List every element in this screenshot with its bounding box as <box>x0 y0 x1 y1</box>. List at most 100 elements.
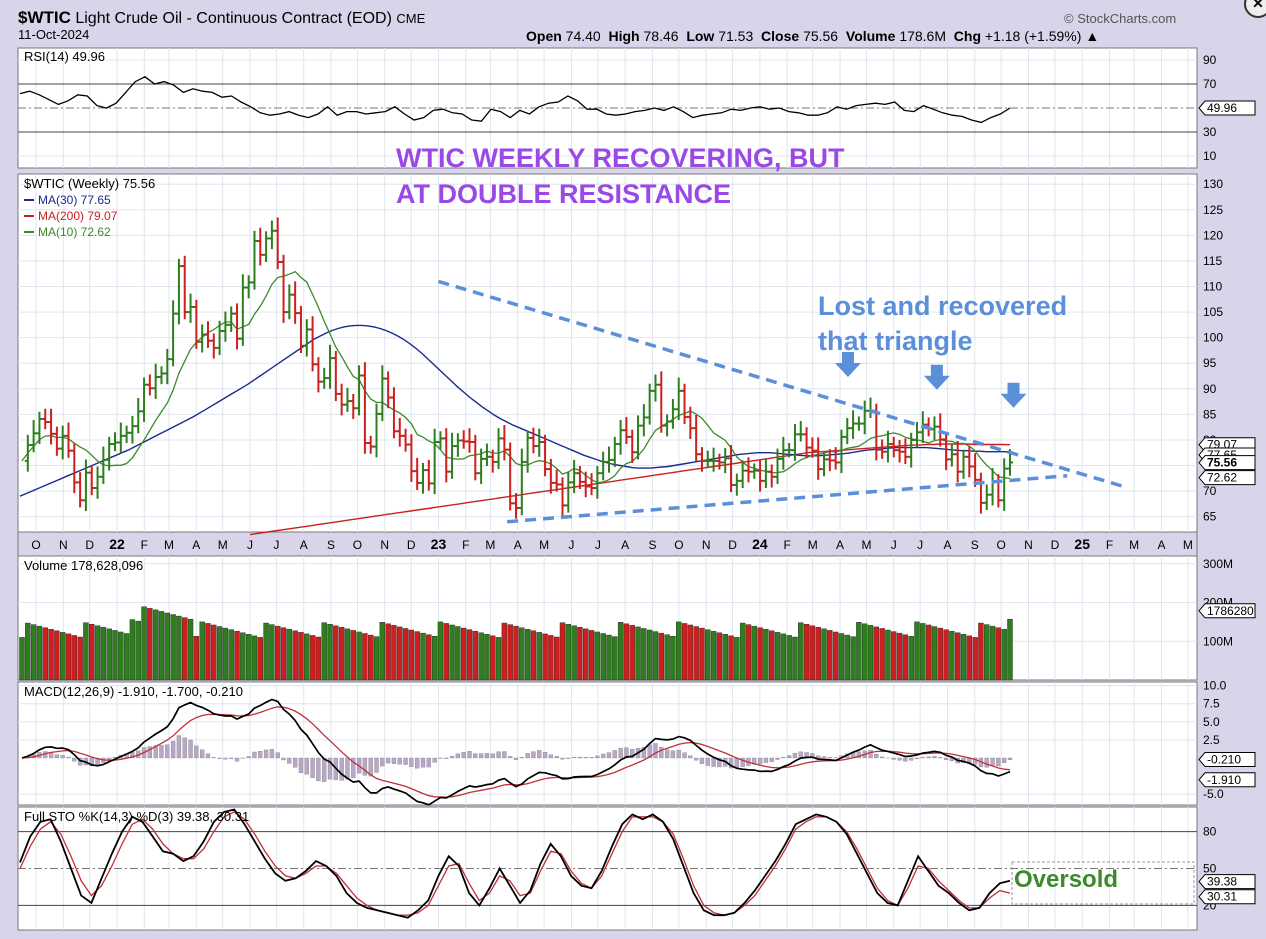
macd-histogram-bar <box>554 756 559 759</box>
x-tick-label: J <box>891 538 897 552</box>
macd-histogram-bar <box>694 757 699 761</box>
x-tick-label: N <box>59 538 68 552</box>
macd-histogram-bar <box>1007 757 1013 761</box>
sto-d-last: 30.31 <box>1207 890 1237 904</box>
macd-histogram-bar <box>624 747 629 759</box>
volume-bar <box>257 637 263 681</box>
volume-bar <box>798 622 804 681</box>
high-value: 78.46 <box>643 28 679 44</box>
macd-line <box>21 698 1011 806</box>
x-tick-label: O <box>674 538 683 552</box>
volume-bar <box>251 635 258 681</box>
macd-histogram-bar <box>66 756 71 759</box>
macd-histogram-bar <box>775 757 780 760</box>
volume-bar <box>827 630 833 681</box>
volume-bar <box>844 634 850 681</box>
volume-bar <box>129 619 136 681</box>
macd-histogram-bar <box>60 755 65 759</box>
volume-bar <box>530 630 537 681</box>
volume-bar <box>1007 618 1013 681</box>
macd-histogram-bar <box>571 757 577 759</box>
volume-bar <box>600 633 606 681</box>
low-value: 71.53 <box>718 28 754 44</box>
legend-price: $WTIC (Weekly) 75.56 <box>24 176 155 191</box>
volume-bar <box>588 630 595 681</box>
chevron-up-icon: ▲ <box>1085 28 1100 44</box>
volume-value: 178.6M <box>899 28 947 44</box>
macd-histogram-bar <box>322 757 327 782</box>
macd-histogram-bar <box>949 757 955 762</box>
ohlc-bar: Open 74.40 High 78.46 Low 71.53 Close 75… <box>526 28 1099 44</box>
macd-last-tag <box>1198 772 1256 788</box>
volume-bar <box>821 628 827 681</box>
volume-bar <box>553 636 560 681</box>
volume-bar <box>635 626 641 681</box>
macd-y-tick: 10.0 <box>1203 679 1227 693</box>
macd-signal-line <box>21 706 1011 798</box>
volume-bar <box>42 627 48 681</box>
volume-bar <box>856 622 862 681</box>
x-tick-label: J <box>247 538 253 552</box>
volume-bar <box>193 636 200 681</box>
volume-bar <box>59 632 66 681</box>
macd-histogram-bar <box>763 757 769 763</box>
x-tick-label: 23 <box>431 536 447 552</box>
sto-d-line <box>19 811 1011 916</box>
macd-y-tick: -5.0 <box>1203 787 1224 801</box>
macd-histogram-bar <box>194 745 199 759</box>
macd-histogram-bar <box>542 751 548 759</box>
symbol: $WTIC <box>18 8 71 27</box>
x-tick-label: F <box>784 538 791 552</box>
volume-bar <box>559 622 566 681</box>
macd-histogram-bar <box>990 757 995 766</box>
macd-histogram-bar <box>432 757 437 763</box>
macd-histogram-bar <box>496 751 501 759</box>
volume-bar <box>402 628 409 681</box>
macd-histogram-bar <box>473 753 478 759</box>
volume-bar <box>838 633 845 681</box>
macd-histogram-bar <box>914 757 920 760</box>
volume-bar <box>199 621 205 681</box>
price-y-tick: 70 <box>1203 484 1217 498</box>
volume-bar <box>298 632 304 681</box>
volume-bar <box>327 624 333 681</box>
legend-ma30: MA(30) 77.65 <box>38 193 111 207</box>
macd-histogram-bar <box>310 757 315 778</box>
price-right-label-tag <box>1198 470 1256 486</box>
macd-histogram-bar <box>374 757 379 773</box>
macd-histogram-bar <box>879 756 885 759</box>
macd-histogram-bar <box>72 757 77 762</box>
x-tick-label: D <box>85 538 94 552</box>
volume-bar <box>571 625 577 681</box>
title-annotation-line1: WTIC WEEKLY RECOVERING, BUT <box>396 143 845 173</box>
macd-panel <box>17 681 1198 806</box>
macd-histogram-bar <box>531 751 536 759</box>
macd-histogram-bar <box>89 757 94 767</box>
price-y-tick: 90 <box>1203 382 1217 396</box>
rsi-line <box>19 76 1011 124</box>
volume-bar <box>809 625 816 681</box>
macd-histogram-bar <box>699 757 705 764</box>
macd-histogram-bar <box>188 739 193 759</box>
volume-bar <box>426 634 432 681</box>
volume-bar <box>158 611 165 681</box>
close-icon[interactable]: ✕ <box>1244 0 1266 18</box>
macd-histogram-bar <box>205 753 211 759</box>
triangle-annotation-line2: that triangle <box>818 326 973 356</box>
volume-bar <box>211 624 217 681</box>
x-axis-band <box>17 531 1198 557</box>
x-tick-label: D <box>728 538 737 552</box>
x-tick-label: F <box>1106 538 1113 552</box>
x-tick-label: J <box>595 538 601 552</box>
volume-bar <box>710 630 717 681</box>
x-tick-label: A <box>514 538 522 552</box>
volume-bar <box>681 623 688 681</box>
volume-bar <box>443 623 449 681</box>
trendline-upper <box>437 279 1123 488</box>
macd-histogram-bar <box>781 756 786 759</box>
sto-d-last-tag <box>1198 889 1256 905</box>
volume-bar <box>89 624 95 681</box>
macd-histogram-bar <box>478 753 484 759</box>
x-tick-label: M <box>808 538 818 552</box>
